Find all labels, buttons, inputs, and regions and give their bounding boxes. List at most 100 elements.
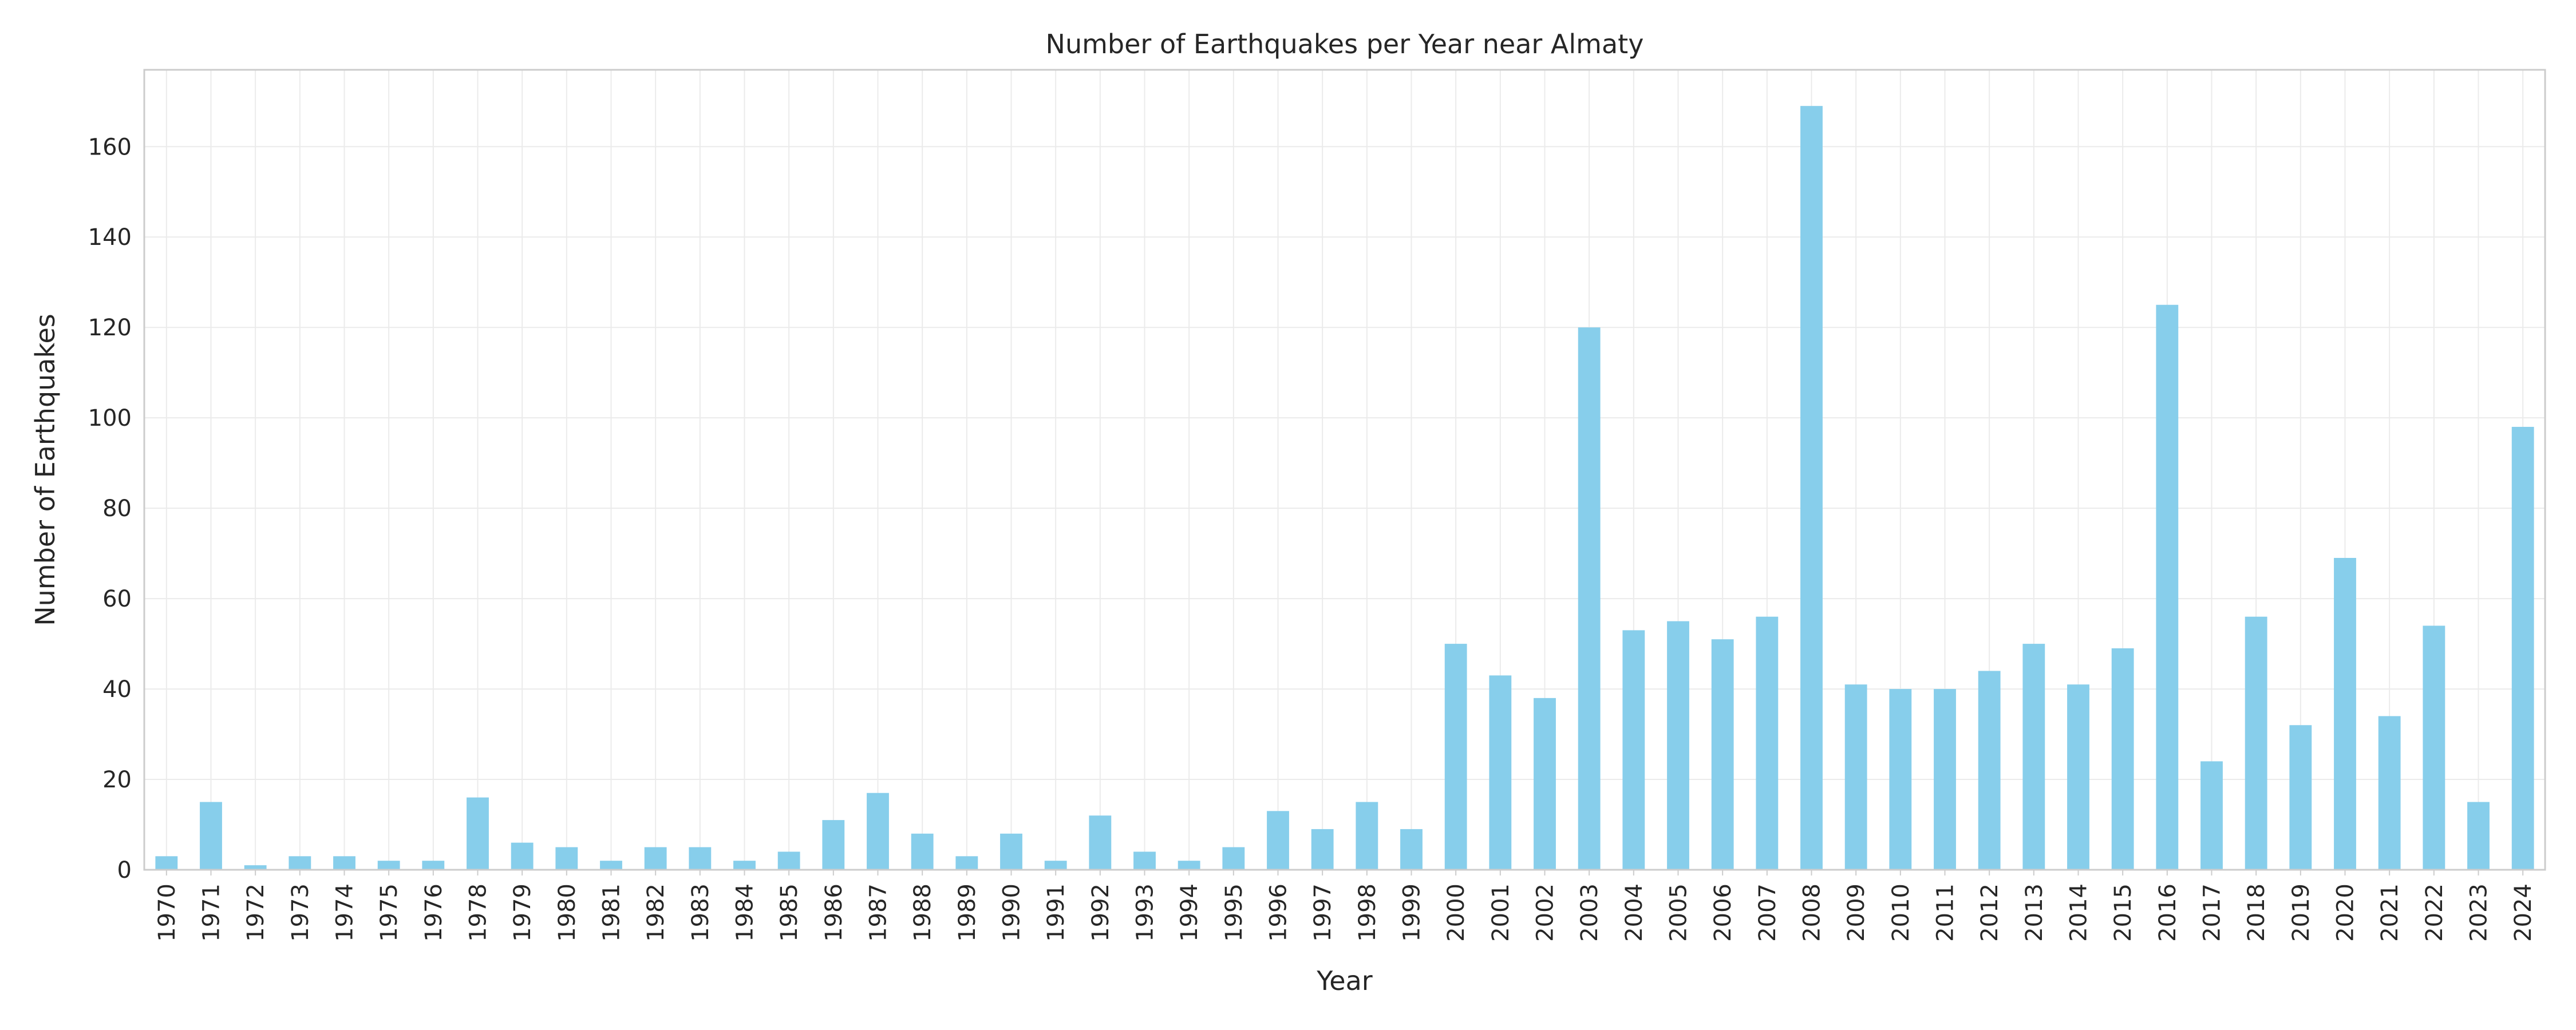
x-tick-label: 1970 bbox=[154, 884, 180, 942]
bar-1993[interactable] bbox=[1133, 851, 1156, 870]
bar-1990[interactable] bbox=[1000, 833, 1022, 870]
bar-1974[interactable] bbox=[333, 856, 355, 870]
x-tick-label: 1989 bbox=[954, 884, 981, 942]
bar-2008[interactable] bbox=[1800, 106, 1823, 870]
bar-2009[interactable] bbox=[1844, 684, 1867, 870]
bar-1991[interactable] bbox=[1044, 861, 1067, 870]
x-tick-label: 1988 bbox=[910, 884, 936, 942]
bar-1998[interactable] bbox=[1356, 802, 1378, 870]
bar-1994[interactable] bbox=[1178, 861, 1200, 870]
bar-2006[interactable] bbox=[1711, 639, 1734, 870]
y-tick-label: 60 bbox=[102, 586, 132, 612]
bar-2002[interactable] bbox=[1534, 698, 1556, 870]
x-tick-label: 1971 bbox=[199, 884, 225, 942]
x-tick-label: 1984 bbox=[732, 884, 758, 942]
bar-1988[interactable] bbox=[911, 833, 934, 870]
bar-1989[interactable] bbox=[955, 856, 978, 870]
bar-1996[interactable] bbox=[1267, 811, 1289, 870]
x-tick-label: 1993 bbox=[1132, 884, 1159, 942]
bar-2014[interactable] bbox=[2067, 684, 2089, 870]
bar-1970[interactable] bbox=[155, 856, 178, 870]
x-tick-label: 2006 bbox=[1710, 884, 1736, 942]
bar-2016[interactable] bbox=[2156, 304, 2179, 870]
bar-1997[interactable] bbox=[1311, 829, 1334, 870]
bar-2018[interactable] bbox=[2245, 616, 2267, 870]
bar-1981[interactable] bbox=[600, 861, 622, 870]
bar-1982[interactable] bbox=[644, 847, 667, 870]
bar-2012[interactable] bbox=[1978, 671, 2001, 870]
bar-1995[interactable] bbox=[1222, 847, 1245, 870]
bar-2005[interactable] bbox=[1667, 621, 1689, 870]
x-tick-label: 2000 bbox=[1443, 884, 1469, 942]
x-tick-label: 1982 bbox=[643, 884, 669, 942]
bar-1992[interactable] bbox=[1089, 815, 1112, 870]
x-tick-label: 2016 bbox=[2155, 884, 2181, 942]
bar-1987[interactable] bbox=[867, 793, 889, 870]
bar-2021[interactable] bbox=[2378, 716, 2401, 870]
bar-2019[interactable] bbox=[2289, 725, 2312, 870]
y-tick-label: 20 bbox=[102, 767, 132, 793]
bar-2003[interactable] bbox=[1578, 327, 1601, 870]
bar-1971[interactable] bbox=[200, 802, 222, 870]
bar-2023[interactable] bbox=[2467, 802, 2490, 870]
x-tick-label: 1979 bbox=[509, 884, 536, 942]
x-tick-label: 2003 bbox=[1577, 884, 1603, 942]
x-tick-label: 2015 bbox=[2110, 884, 2136, 942]
bar-2011[interactable] bbox=[1934, 689, 1956, 870]
x-tick-label: 1998 bbox=[1354, 884, 1381, 942]
y-tick-label: 40 bbox=[102, 676, 132, 703]
bar-2010[interactable] bbox=[1889, 689, 1912, 870]
x-tick-label: 2011 bbox=[1933, 884, 1959, 942]
x-tick-label: 1978 bbox=[465, 884, 492, 942]
bar-2015[interactable] bbox=[2111, 648, 2134, 870]
x-tick-label: 2020 bbox=[2333, 884, 2359, 942]
x-tick-label: 2024 bbox=[2510, 884, 2537, 942]
bar-1976[interactable] bbox=[422, 861, 445, 870]
x-tick-label: 1996 bbox=[1266, 884, 1292, 942]
bar-2013[interactable] bbox=[2022, 644, 2045, 870]
bar-1983[interactable] bbox=[689, 847, 712, 870]
bar-1985[interactable] bbox=[777, 851, 800, 870]
x-tick-label: 1975 bbox=[376, 884, 402, 942]
bar-2020[interactable] bbox=[2334, 558, 2356, 870]
x-tick-label: 1994 bbox=[1176, 884, 1203, 942]
bar-2017[interactable] bbox=[2200, 761, 2223, 870]
x-tick-label: 2017 bbox=[2199, 884, 2226, 942]
x-tick-label: 1997 bbox=[1310, 884, 1336, 942]
bar-1984[interactable] bbox=[733, 861, 756, 870]
bar-2000[interactable] bbox=[1444, 644, 1467, 870]
x-tick-label: 2002 bbox=[1532, 884, 1559, 942]
x-tick-label: 2022 bbox=[2421, 884, 2448, 942]
y-tick-label: 80 bbox=[102, 496, 132, 522]
x-tick-label: 2013 bbox=[2021, 884, 2048, 942]
bar-1986[interactable] bbox=[822, 820, 845, 870]
bar-2024[interactable] bbox=[2511, 426, 2534, 870]
bar-2007[interactable] bbox=[1756, 616, 1779, 870]
x-tick-label: 2021 bbox=[2377, 884, 2403, 942]
bar-2004[interactable] bbox=[1622, 630, 1645, 870]
bar-1999[interactable] bbox=[1400, 829, 1423, 870]
bar-2022[interactable] bbox=[2423, 625, 2445, 870]
x-tick-label: 2019 bbox=[2288, 884, 2314, 942]
x-tick-label: 1973 bbox=[287, 884, 314, 942]
x-tick-label: 2001 bbox=[1488, 884, 1514, 942]
x-tick-label: 1999 bbox=[1399, 884, 1425, 942]
x-tick-label: 1980 bbox=[554, 884, 580, 942]
bar-1972[interactable] bbox=[244, 865, 267, 870]
x-axis-label: Year bbox=[1316, 965, 1372, 996]
y-tick-label: 120 bbox=[88, 315, 132, 341]
bar-1979[interactable] bbox=[511, 842, 534, 870]
bar-1980[interactable] bbox=[555, 847, 578, 870]
grid-lines bbox=[144, 70, 2545, 870]
y-tick-label: 160 bbox=[88, 134, 132, 160]
x-tick-label: 2010 bbox=[1888, 884, 1914, 942]
bar-2001[interactable] bbox=[1489, 675, 1512, 870]
x-tick-label: 1974 bbox=[332, 884, 358, 942]
bar-1975[interactable] bbox=[377, 861, 400, 870]
x-tick-label: 2012 bbox=[1977, 884, 2003, 942]
bar-1978[interactable] bbox=[467, 797, 489, 870]
bar-1973[interactable] bbox=[289, 856, 311, 870]
x-tick-label: 1995 bbox=[1221, 884, 1247, 942]
x-tick-label: 1976 bbox=[421, 884, 447, 942]
